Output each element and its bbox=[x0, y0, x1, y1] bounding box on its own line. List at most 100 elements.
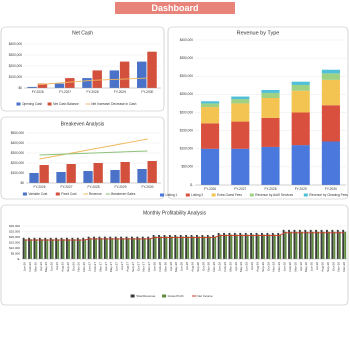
bar bbox=[315, 229, 318, 259]
y-tick-label: $400,000 bbox=[11, 141, 25, 145]
legend-label: Fixed Cost bbox=[61, 192, 76, 196]
bar bbox=[160, 236, 162, 259]
bar-segment bbox=[231, 103, 250, 122]
bar bbox=[300, 231, 303, 259]
x-tick-label: Nov-30 bbox=[337, 262, 341, 272]
x-tick-label: Dec-28 bbox=[212, 262, 216, 272]
x-tick-label: Apr-29 bbox=[234, 262, 238, 271]
bar bbox=[331, 229, 334, 259]
bar bbox=[76, 237, 79, 259]
bar bbox=[328, 231, 330, 259]
bar bbox=[95, 238, 97, 259]
x-tick-label: Jul-28 bbox=[185, 262, 189, 271]
bar bbox=[181, 236, 184, 259]
x-tick-label: Aug-29 bbox=[255, 262, 259, 272]
x-tick-label: Dec-29 bbox=[277, 262, 281, 272]
x-tick-label: Jul-27 bbox=[120, 262, 124, 271]
bar bbox=[230, 234, 233, 259]
bar bbox=[54, 83, 65, 88]
bar bbox=[233, 232, 236, 259]
x-tick-label: Nov-29 bbox=[272, 262, 276, 272]
bar bbox=[143, 238, 146, 259]
x-tick-label: Sep-30 bbox=[326, 262, 330, 272]
bar bbox=[114, 236, 117, 259]
y-tick-label: $500,000 bbox=[11, 131, 25, 135]
x-tick-label: Jan-29 bbox=[218, 262, 222, 272]
y-tick-label: $150,000 bbox=[180, 128, 194, 132]
line-series bbox=[37, 77, 148, 86]
x-tick-label: Mar-29 bbox=[228, 262, 232, 272]
bar bbox=[111, 238, 114, 259]
y-tick-label: $400,000 bbox=[9, 42, 23, 46]
bar bbox=[342, 229, 345, 259]
bar bbox=[46, 239, 49, 259]
panel bbox=[0, 116, 165, 200]
bar bbox=[187, 236, 190, 259]
bar-segment bbox=[321, 79, 340, 106]
bar bbox=[241, 234, 244, 259]
x-tick-label: FY-2029 bbox=[295, 187, 307, 191]
bar bbox=[66, 237, 68, 259]
x-tick-label: Apr-26 bbox=[39, 262, 43, 271]
y-tick-label: $100,000 bbox=[180, 147, 194, 151]
bar bbox=[290, 231, 292, 259]
bar bbox=[246, 234, 249, 259]
y-tick-label: $400,000 bbox=[180, 38, 194, 42]
bar bbox=[29, 173, 39, 183]
bar bbox=[131, 236, 133, 259]
y-tick-label: $200,000 bbox=[9, 64, 23, 68]
bar bbox=[277, 232, 280, 259]
x-tick-label: Nov-28 bbox=[207, 262, 211, 272]
bar bbox=[190, 235, 193, 259]
bar bbox=[257, 234, 260, 259]
bar bbox=[133, 238, 135, 259]
y-tick-label: $0 bbox=[18, 86, 22, 90]
bar bbox=[228, 232, 231, 259]
bar bbox=[147, 236, 150, 259]
bar bbox=[66, 164, 76, 183]
x-tick-label: FY-2026 bbox=[32, 90, 44, 94]
bar bbox=[100, 238, 103, 259]
bar bbox=[87, 236, 90, 259]
x-tick-label: FY-2027 bbox=[59, 90, 71, 94]
bar bbox=[212, 235, 215, 259]
bar bbox=[149, 238, 152, 259]
y-tick-label: $250,000 bbox=[180, 92, 194, 96]
bar bbox=[322, 231, 325, 259]
bar-segment bbox=[261, 98, 280, 118]
bar bbox=[152, 235, 155, 259]
x-tick-label: Mar-27 bbox=[98, 262, 102, 272]
bar bbox=[235, 234, 238, 259]
legend-label: Revenue bbox=[89, 192, 102, 196]
x-tick-label: Oct-30 bbox=[331, 262, 335, 271]
bar bbox=[252, 234, 255, 259]
legend-label: Net Income bbox=[197, 294, 213, 298]
bar bbox=[39, 165, 49, 183]
x-tick-label: Jan-30 bbox=[283, 262, 287, 272]
bar bbox=[333, 231, 336, 259]
bar bbox=[82, 78, 92, 88]
bar-segment bbox=[291, 90, 310, 113]
legend-marker bbox=[162, 294, 167, 298]
x-tick-label: Jun-30 bbox=[310, 262, 314, 272]
bar bbox=[125, 236, 128, 259]
x-tick-label: Dec-26 bbox=[82, 262, 86, 272]
x-tick-label: Jul-29 bbox=[250, 262, 254, 271]
bar bbox=[22, 237, 25, 259]
line-series bbox=[24, 232, 345, 241]
x-tick-label: FY-2028 bbox=[87, 90, 99, 94]
bar bbox=[141, 236, 144, 259]
bar bbox=[304, 229, 307, 259]
bar bbox=[127, 238, 130, 259]
legend-marker bbox=[185, 193, 190, 197]
bar bbox=[344, 231, 347, 259]
bar bbox=[198, 236, 200, 259]
x-tick-label: FY-2028 bbox=[88, 185, 100, 189]
bar bbox=[120, 162, 130, 183]
bar-segment bbox=[261, 92, 280, 98]
x-tick-label: Jul-26 bbox=[55, 262, 59, 271]
bar bbox=[219, 234, 222, 259]
bar bbox=[261, 232, 263, 259]
bar bbox=[35, 239, 38, 259]
bar-segment bbox=[261, 117, 280, 147]
